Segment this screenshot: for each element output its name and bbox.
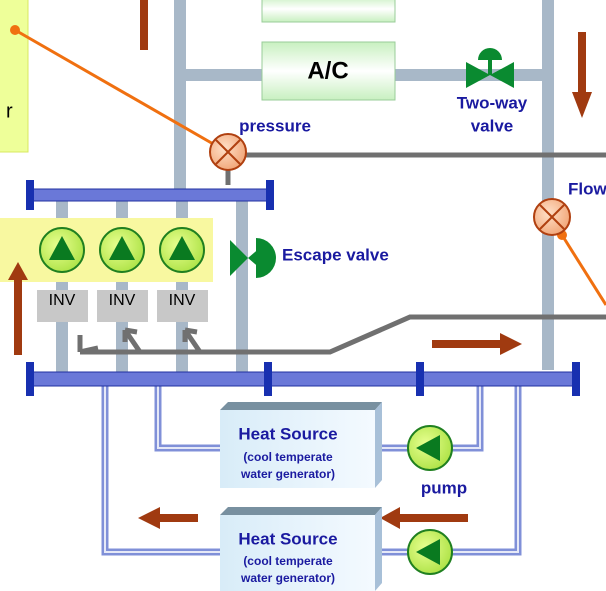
headers xyxy=(26,180,580,396)
valve-label: Two-way xyxy=(457,93,528,112)
heat-title: Heat Source xyxy=(238,424,337,443)
heat-sub: (cool temperate xyxy=(243,450,333,464)
two-way-valve xyxy=(466,48,514,88)
inverters: INV INV INV xyxy=(37,290,208,322)
ac-unit: A/C xyxy=(261,41,396,101)
escape-label: Escape valve xyxy=(282,245,389,264)
heat-source: Heat Source (cool temperate water genera… xyxy=(220,507,382,591)
heat-sub: (cool temperate xyxy=(243,554,333,568)
heat-sub: water generator) xyxy=(240,571,335,585)
heat-title: Heat Source xyxy=(238,529,337,548)
pumps xyxy=(39,227,205,273)
ac-label: A/C xyxy=(307,57,348,84)
heat-source: Heat Source (cool temperate water genera… xyxy=(220,402,382,488)
inv-label: INV xyxy=(109,292,136,309)
heat-sub: water generator) xyxy=(240,467,335,481)
flow-label: Flow xyxy=(568,179,606,198)
pressure-sensor xyxy=(209,133,247,171)
inv-label: INV xyxy=(49,292,76,309)
pointer xyxy=(560,234,606,306)
note-box: r xyxy=(0,0,29,153)
flow-arrows xyxy=(8,0,592,529)
pump-label: pump xyxy=(421,478,467,497)
signal-arrows xyxy=(77,327,203,355)
flow-sensor xyxy=(533,198,571,236)
return-line xyxy=(80,314,606,355)
valve-label: valve xyxy=(471,116,514,135)
pressure-label: pressure xyxy=(239,116,311,135)
inv-label: INV xyxy=(169,292,196,309)
escape-valve xyxy=(230,238,276,278)
top-box xyxy=(261,0,396,23)
note-text: r xyxy=(6,100,13,122)
source-pumps xyxy=(407,425,453,575)
pointer xyxy=(14,28,216,147)
